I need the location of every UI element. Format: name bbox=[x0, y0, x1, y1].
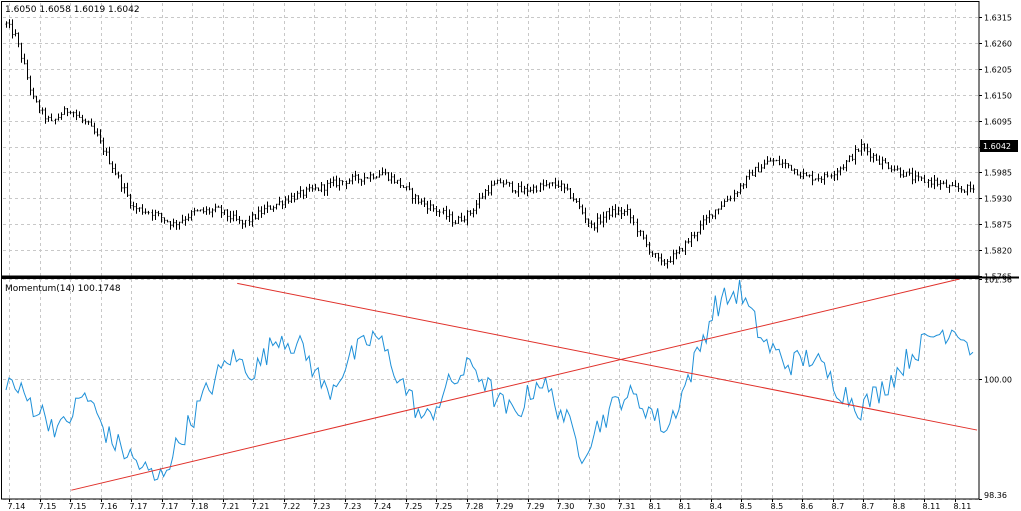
momentum-panel: 101.36 100.00 98.36 Momentum(14) 100.1748 bbox=[3, 276, 1012, 500]
time-tick-label: 8.11 bbox=[923, 502, 941, 511]
time-tick-label: 8.6 bbox=[801, 502, 814, 511]
momentum-tick-label: 98.36 bbox=[984, 491, 1007, 500]
time-tick-label: 8.5 bbox=[740, 502, 753, 511]
price-tick-label: 1.5875 bbox=[984, 221, 1012, 230]
momentum-trendline bbox=[237, 282, 978, 431]
time-tick-label: 7.21 bbox=[222, 502, 240, 511]
time-tick-label: 7.30 bbox=[588, 502, 606, 511]
momentum-tick-label: 100.00 bbox=[984, 376, 1012, 385]
time-tick-label: 7.21 bbox=[252, 502, 270, 511]
time-tick-label: 8.1 bbox=[679, 502, 692, 511]
momentum-trendline bbox=[71, 278, 960, 491]
time-tick-label: 7.16 bbox=[100, 502, 118, 511]
time-tick-label: 7.25 bbox=[405, 502, 423, 511]
price-panel-frame bbox=[1, 1, 980, 277]
trendlines bbox=[71, 278, 978, 491]
price-tick-label: 1.6205 bbox=[984, 66, 1012, 75]
momentum-line bbox=[5, 279, 974, 481]
momentum-tick-label: 101.36 bbox=[984, 276, 1012, 285]
price-tick-label: 1.5820 bbox=[984, 247, 1012, 256]
time-tick-label: 7.30 bbox=[557, 502, 575, 511]
price-bars bbox=[5, 19, 975, 269]
current-price-marker bbox=[980, 140, 1018, 152]
time-tick-label: 7.24 bbox=[374, 502, 392, 511]
ohlc-readout: 1.6050 1.6058 1.6019 1.6042 bbox=[5, 5, 140, 15]
time-tick-label: 7.23 bbox=[313, 502, 331, 511]
time-tick-label: 7.17 bbox=[130, 502, 148, 511]
momentum-indicator-name: Momentum(14) bbox=[5, 284, 75, 294]
price-grid bbox=[3, 3, 979, 277]
time-tick-label: 7.17 bbox=[161, 502, 179, 511]
price-tick-label: 1.6315 bbox=[984, 14, 1012, 23]
time-tick-label: 8.1 bbox=[649, 502, 662, 511]
price-axis: 1.63151.62601.62051.61501.60951.60401.59… bbox=[979, 14, 1018, 282]
time-tick-label: 7.23 bbox=[344, 502, 362, 511]
price-tick-label: 1.6150 bbox=[984, 92, 1012, 101]
price-panel: 1.63151.62601.62051.61501.60951.60401.59… bbox=[3, 3, 1018, 282]
time-tick-label: 8.11 bbox=[954, 502, 972, 511]
time-tick-label: 7.18 bbox=[191, 502, 209, 511]
time-axis: 7.14 7.15 7.15 7.16 7.17 7.17 7.18 7.21 7.21 7.22… bbox=[8, 499, 972, 511]
time-tick-label: 7.14 bbox=[8, 502, 26, 511]
price-tick-label: 1.6095 bbox=[984, 118, 1012, 127]
momentum-value: 100.1748 bbox=[78, 284, 121, 294]
time-tick-label: 7.28 bbox=[466, 502, 484, 511]
momentum-title: Momentum(14) 100.1748 bbox=[5, 284, 121, 294]
momentum-panel-frame bbox=[1, 278, 980, 500]
price-tick-label: 1.5930 bbox=[984, 195, 1012, 204]
time-tick-label: 8.7 bbox=[832, 502, 845, 511]
time-tick-label: 8.7 bbox=[862, 502, 875, 511]
time-tick-label: 7.15 bbox=[69, 502, 87, 511]
price-tick-label: 1.6260 bbox=[984, 40, 1012, 49]
panel-frames bbox=[1, 1, 1019, 500]
time-tick-label: 8.5 bbox=[771, 502, 784, 511]
current-price-label: 1.6042 bbox=[983, 142, 1011, 151]
time-tick-label: 8.4 bbox=[710, 502, 723, 511]
time-tick-label: 7.29 bbox=[527, 502, 545, 511]
price-tick-label: 1.5985 bbox=[984, 169, 1012, 178]
time-tick-label: 7.31 bbox=[618, 502, 636, 511]
time-tick-label: 7.22 bbox=[283, 502, 301, 511]
time-tick-label: 7.15 bbox=[39, 502, 57, 511]
time-tick-label: 7.25 bbox=[435, 502, 453, 511]
time-tick-label: 7.29 bbox=[496, 502, 514, 511]
time-tick-label: 8.8 bbox=[893, 502, 906, 511]
